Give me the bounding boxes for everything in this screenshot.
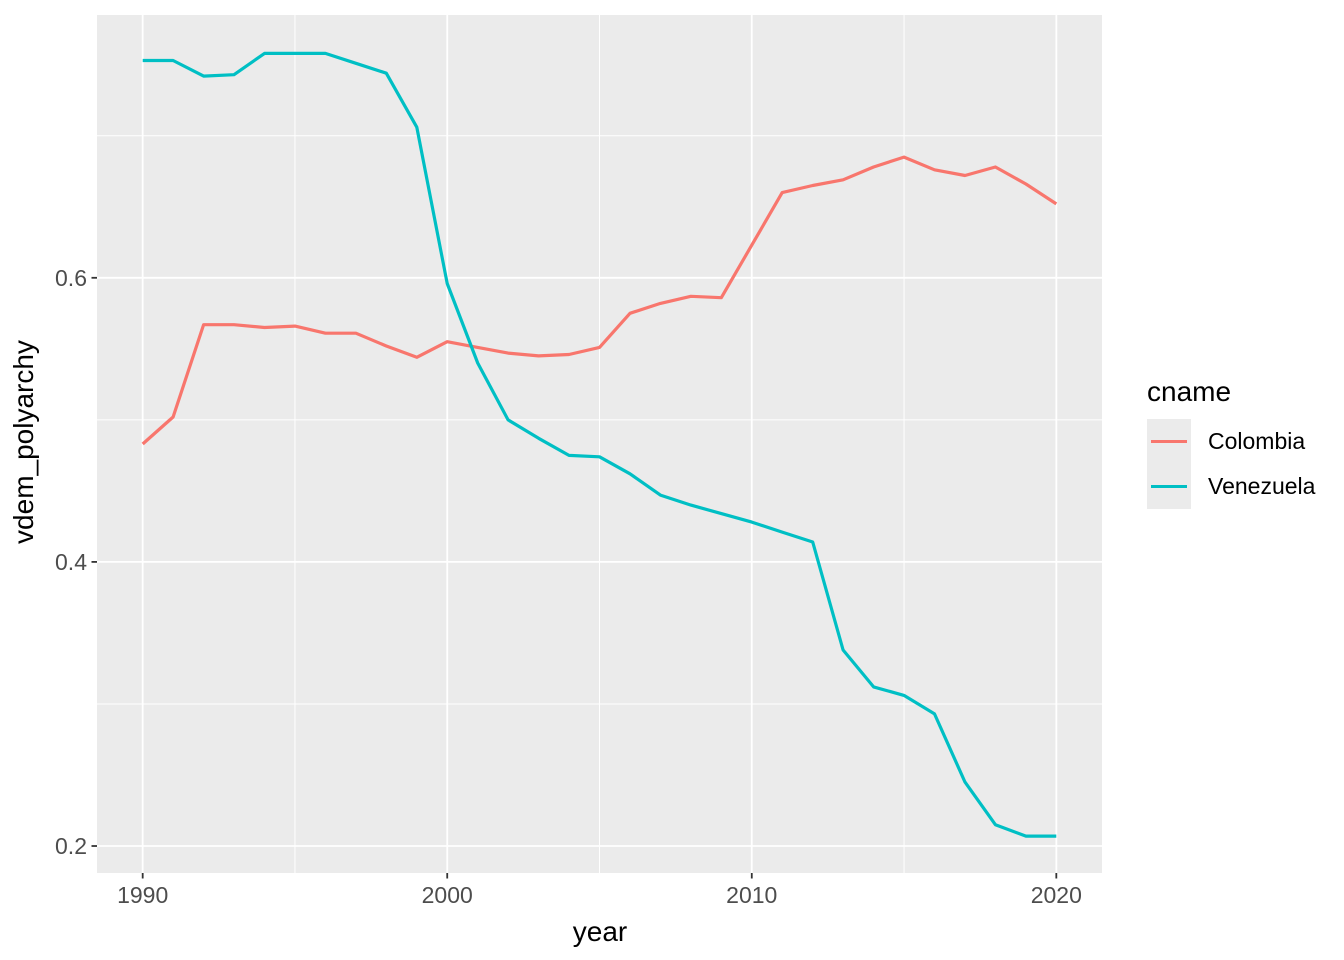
- x-tick-label: 2000: [422, 882, 473, 908]
- x-axis-title: year: [573, 916, 627, 947]
- colombia-line-swatch: [1151, 439, 1187, 444]
- axis-tick-labels: 1990 2000 2010 2020 0.2 0.4 0.6: [55, 265, 1082, 908]
- line-colombia: [141, 155, 1058, 446]
- legend: cname Colombia Venezuela: [1147, 376, 1316, 510]
- y-axis-title: vdem_polyarchy: [8, 340, 39, 544]
- line-venezuela: [142, 51, 1057, 838]
- legend-label-colombia: Colombia: [1208, 428, 1306, 455]
- venezuela-line-swatch: [1151, 484, 1187, 489]
- legend-key-venezuela: [1147, 464, 1191, 510]
- y-tick-label: 0.4: [55, 549, 87, 575]
- legend-keys: Colombia Venezuela: [1147, 419, 1316, 510]
- x-tick-label: 2010: [726, 882, 777, 908]
- legend-key-colombia: [1147, 419, 1191, 465]
- legend-title: cname: [1147, 376, 1232, 407]
- x-tick-label: 1990: [117, 882, 168, 908]
- x-tick-label: 2020: [1031, 882, 1082, 908]
- legend-item-venezuela: Venezuela: [1147, 464, 1316, 510]
- legend-item-colombia: Colombia: [1147, 419, 1315, 465]
- axis-tick-marks: [91, 276, 1058, 879]
- major-gridlines: [97, 15, 1102, 873]
- y-tick-label: 0.2: [55, 833, 87, 859]
- data-lines: [141, 51, 1058, 838]
- minor-gridlines: [97, 15, 1102, 873]
- legend-label-venezuela: Venezuela: [1208, 473, 1316, 500]
- y-tick-label: 0.6: [55, 265, 87, 291]
